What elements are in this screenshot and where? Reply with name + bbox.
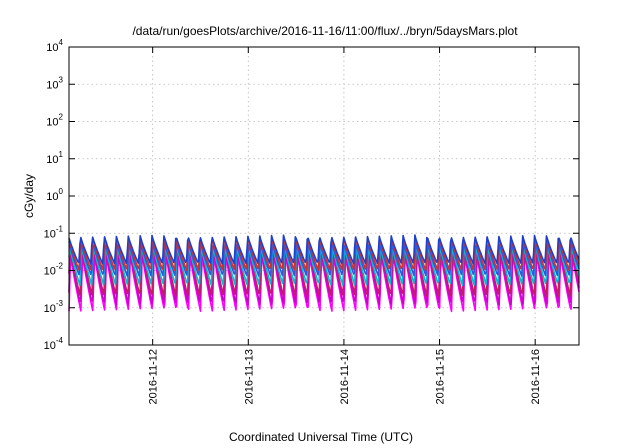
y-tick-label: 100 (46, 187, 63, 203)
y-tick-label: 10-3 (44, 299, 64, 315)
y-tick-labels: 10-4 10-3 10-2 10-1 100 101 102 103 104 (44, 38, 64, 352)
x-tick-labels: 2016-11-12 2016-11-13 2016-11-14 2016-11-15… (148, 349, 543, 404)
y-tick-label: 10-1 (44, 224, 64, 240)
y-tick-label: 101 (46, 150, 63, 166)
chart-title: /data/run/goesPlots/archive/2016-11-16/1… (132, 24, 518, 38)
x-tick-label: 2016-11-14 (339, 349, 351, 404)
tick-marks (69, 46, 579, 346)
x-tick-label: 2016-11-13 (243, 349, 255, 404)
series-line (68, 234, 580, 265)
y-tick-label: 103 (46, 75, 63, 91)
x-tick-label: 2016-11-12 (148, 349, 160, 404)
y-tick-label: 102 (46, 113, 63, 129)
x-tick-label: 2016-11-15 (435, 349, 447, 404)
y-tick-label: 104 (46, 38, 63, 54)
y-tick-label: 10-4 (44, 336, 64, 352)
x-axis-label: Coordinated Universal Time (UTC) (229, 430, 413, 444)
series-line (68, 240, 580, 277)
x-tick-label: 2016-11-16 (530, 349, 542, 404)
y-tick-label: 10-2 (44, 262, 64, 278)
series-group (68, 234, 580, 313)
y-axis-label: cGy/day (22, 174, 36, 218)
grid-lines (69, 46, 579, 346)
